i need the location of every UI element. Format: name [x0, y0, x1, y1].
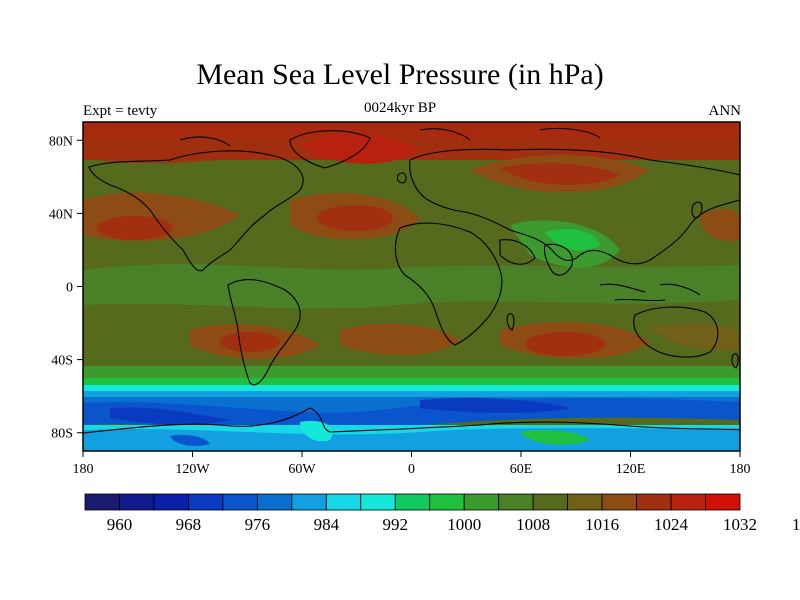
colorbar-swatch — [291, 493, 327, 511]
colorbar-label: 984 — [314, 515, 340, 534]
coast-eurasia — [409, 148, 740, 265]
coast-madagascar — [506, 313, 515, 331]
arctic-high-lobe — [83, 122, 740, 164]
lat-tick-label: 80S — [51, 427, 73, 442]
ross-low-patch — [170, 434, 210, 446]
lat-tick-label: 40S — [51, 354, 73, 369]
time-label: 0024kyr BP — [363, 100, 437, 116]
colorbar-swatch — [222, 493, 258, 511]
lon-tick-label: 60W — [288, 462, 316, 477]
colorbar-swatch — [394, 493, 431, 511]
se-pacific-high-core — [220, 332, 280, 352]
coastlines — [83, 127, 740, 434]
experiment-label: Expt = tevty — [83, 103, 158, 119]
lat-tick-label: 80N — [49, 134, 73, 149]
colorbar-label: 960 — [107, 515, 133, 534]
band-1000 — [83, 385, 740, 391]
colorbar-swatch — [498, 493, 534, 511]
coast-south-america — [227, 279, 301, 386]
coast-uk — [396, 172, 407, 184]
coast-greenland — [289, 130, 371, 169]
pacific-high-core — [97, 216, 173, 240]
asian-monsoon-core — [545, 228, 600, 251]
colorbar-label: 1032 — [723, 515, 757, 534]
colorbar-label: 976 — [245, 515, 271, 534]
lat-tick-label: 40N — [49, 207, 73, 222]
colorbar: 960 968 976 984 992 1000 1008 1016 1024 1032 1040 — [84, 493, 800, 534]
coast-arctic-islands — [179, 127, 601, 147]
colorbar-swatch — [256, 493, 293, 511]
pressure-field — [83, 122, 740, 451]
coast-japan — [691, 201, 703, 219]
pacific-high-east — [700, 208, 740, 242]
colorbar-swatch — [636, 493, 672, 511]
lon-tick-label: 60E — [510, 462, 533, 477]
coast-india — [543, 243, 573, 276]
colorbar-label: 1040 — [792, 515, 800, 534]
coast-new-zealand — [731, 353, 739, 369]
coast-maritime-continent — [599, 283, 701, 302]
colorbar-label: 1024 — [654, 515, 689, 534]
colorbar-swatch — [153, 493, 189, 511]
indian-ocean-high-core — [525, 332, 605, 356]
tropical-low-band — [83, 264, 740, 309]
circumpolar-trough — [83, 398, 740, 433]
colorbar-label: 968 — [176, 515, 202, 534]
band-992 — [83, 391, 740, 397]
colorbar-label: 992 — [383, 515, 409, 534]
colorbar-swatch — [325, 493, 362, 511]
coast-africa — [394, 222, 503, 346]
colorbar-swatch — [188, 493, 224, 511]
colorbar-swatch — [119, 493, 155, 511]
longitude-axis: 180 120W 60W 0 60E 120E 180 — [73, 451, 751, 477]
colorbar-swatch — [532, 493, 569, 511]
azores-high-core — [317, 205, 393, 231]
lon-tick-label: 120W — [175, 462, 210, 477]
amundsen-low — [110, 407, 230, 425]
indian-sector-low — [420, 397, 570, 413]
colorbar-label: 1000 — [447, 515, 481, 534]
colorbar-swatch — [463, 493, 500, 511]
antarctic-high-patch — [520, 430, 590, 445]
lat-tick-label: 0 — [66, 281, 73, 296]
coast-arabia — [499, 239, 536, 265]
lon-tick-label: 180 — [73, 462, 94, 477]
siberian-high-core — [500, 163, 620, 185]
band-1012 — [83, 366, 740, 378]
colorbar-swatch — [705, 493, 741, 511]
lon-tick-label: 180 — [730, 462, 751, 477]
lon-tick-label: 120E — [616, 462, 646, 477]
lon-tick-label: 0 — [408, 462, 415, 477]
coast-antarctica — [83, 407, 740, 434]
coast-australia — [633, 306, 719, 358]
colorbar-swatch — [601, 493, 637, 511]
season-label: ANN — [708, 103, 742, 119]
band-1008 — [83, 378, 740, 385]
coast-north-america — [88, 150, 304, 272]
colorbar-swatch — [360, 493, 396, 511]
colorbar-swatch — [567, 493, 603, 511]
colorbar-label: 1008 — [516, 515, 550, 534]
colorbar-swatch — [670, 493, 706, 511]
latitude-axis: 80N 40N 0 40S 80S — [49, 134, 83, 442]
colorbar-label: 1016 — [585, 515, 619, 534]
colorbar-swatch — [429, 493, 465, 511]
st-helena-high — [340, 323, 460, 355]
map-title: Mean Sea Level Pressure (in hPa) — [196, 58, 604, 91]
colorbar-swatch — [84, 493, 120, 511]
greenland-high — [300, 133, 420, 164]
